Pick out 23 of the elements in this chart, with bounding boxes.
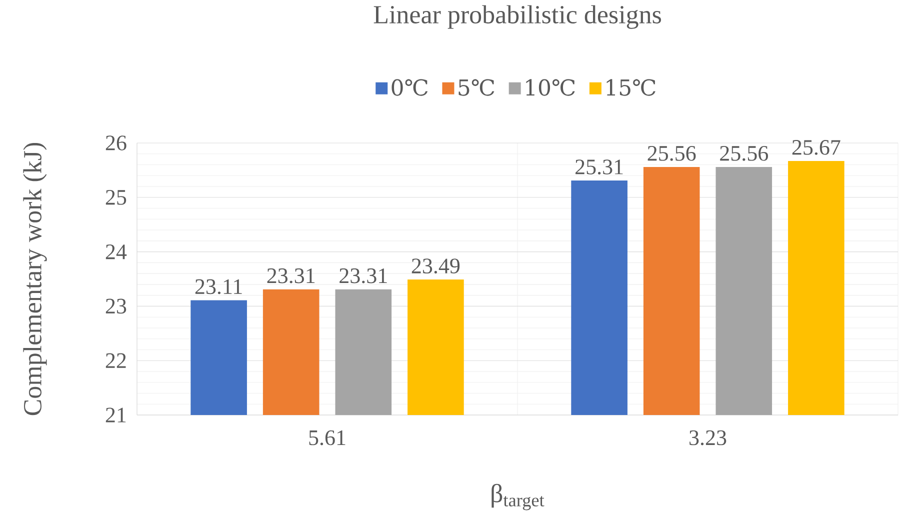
- data-label: 25.56: [720, 146, 768, 161]
- legend-label: 15℃: [606, 79, 656, 96]
- legend-label: 5℃: [458, 79, 494, 96]
- data-label: 25.56: [648, 146, 696, 161]
- data-label: 23.11: [195, 279, 242, 294]
- y-tick-label: 24: [106, 244, 127, 260]
- x-tick-label: 5.61: [309, 430, 346, 446]
- y-tick-label: 25: [106, 190, 126, 205]
- y-tick-label: 21: [106, 408, 126, 422]
- data-label: 25.31: [576, 160, 623, 174]
- x-tick-label: 3.23: [690, 430, 726, 446]
- data-label: 23.31: [340, 268, 387, 284]
- y-tick-label: 22: [106, 353, 126, 368]
- x-axis-title: β$_{target}$: [492, 484, 544, 510]
- legend-label: 0℃: [392, 79, 428, 96]
- y-tick-label: 26: [106, 136, 126, 150]
- legend-label: 10℃: [526, 79, 575, 96]
- y-axis-title: Complementary work (kJ): [23, 142, 47, 416]
- data-label: 23.31: [267, 268, 315, 284]
- data-label: 23.49: [412, 258, 460, 274]
- data-label: 25.67: [792, 140, 840, 155]
- y-tick-label: 23: [106, 298, 126, 314]
- chart-title: Linear probabilistic designs: [374, 5, 661, 29]
